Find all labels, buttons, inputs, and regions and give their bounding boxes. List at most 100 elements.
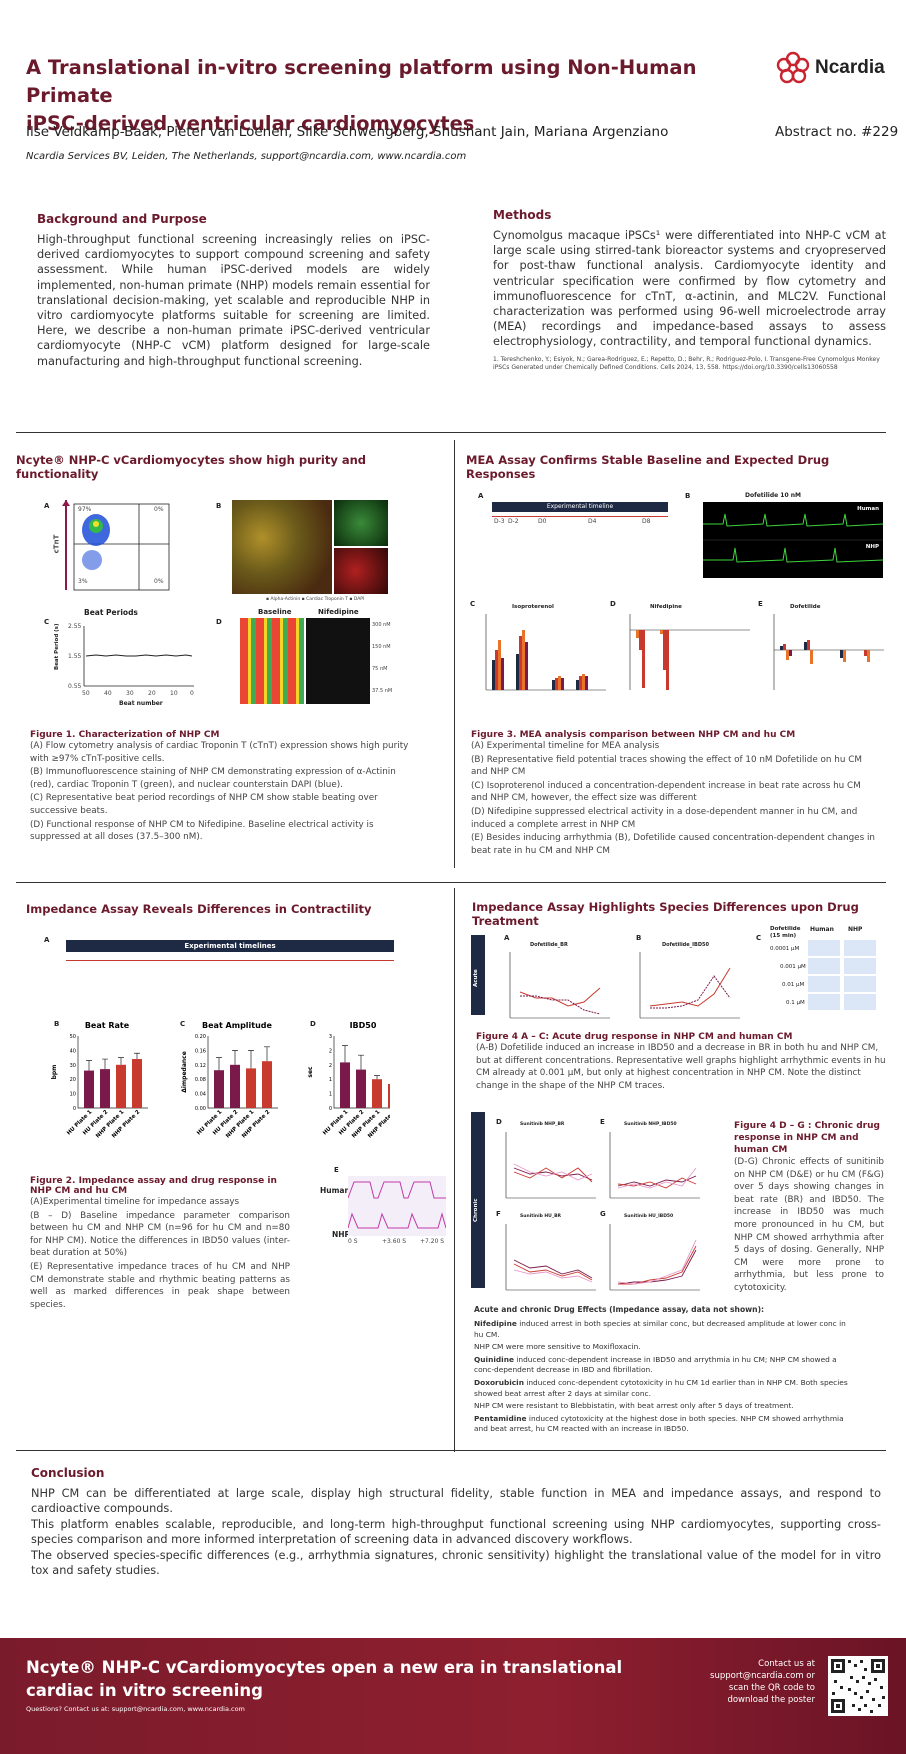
impedance-chart: Beat Amplitude Δimpedance 0.00 0.04 0.08 0.12… [181,1021,278,1139]
impedance-error-bar [248,1050,254,1069]
figure3-caption-b: (B) Representative field potential trace… [471,754,862,778]
figure1-caption-b: (B) Immunofluorescence staining of NHP C… [30,767,396,790]
impedance-error-bar [102,1058,108,1070]
footer-contact: Contact us at support@ncardia.com or sca… [710,1659,815,1705]
impedance-timeline-panel: A Experimental timelines [44,934,399,990]
drug-effect-text: induced arrest in both species at simila… [474,1319,846,1339]
impedance-chart-ytick: 0.00 [195,1106,206,1112]
impedance-chart-ytick: 0.04 [195,1092,206,1098]
section1-heading: Ncyte® NHP-C vCardiomyocytes show high p… [16,453,367,481]
chronic-line-charts: D E F G Sunitinib NHP_BR Sunitinib NHP_I… [490,1116,726,1301]
acute-chart-b-title: Dofetilide_IBD50 [662,942,709,948]
impedance-timeline-title: Experimental timelines [66,940,394,952]
impedance-chart-title: Beat Amplitude [202,1021,273,1030]
flow-plot [62,500,170,591]
ncardia-logo: Ncardia [775,50,895,90]
divider-bottom [16,1450,886,1451]
panel-letter-4a: A [504,934,510,942]
panel-letter-3d: D [610,600,616,608]
impedance-chart-ytick: 30 [70,1063,76,1069]
acute-label: Acute [473,969,479,987]
impedance-chart-ytick: 3 [329,1034,332,1040]
impedance-chart-ylabel: Δimpedance [181,1051,188,1093]
drug-name: Nifedipine [474,1319,517,1328]
background-heading: Background and Purpose [37,212,207,226]
panel-letter-1a: A [44,502,50,510]
impedance-chart-ytick: 0 [73,1106,76,1112]
beat-period-xtick: 50 [82,690,90,697]
divider-middle [16,882,886,883]
mea-day: D4 [588,518,597,525]
flow-ylabel: cTnT [52,534,61,554]
impedance-chart-title: Beat Rate [85,1021,130,1030]
drug-effect-text: induced conc-dependent cytotoxicity in h… [474,1377,848,1398]
impedance-error-bar [232,1050,238,1065]
panel-letter-1d: D [216,618,222,626]
figure3-caption-d: (D) Nifedipine suppressed electrical act… [471,806,858,830]
drug-effect-item: NHP CM were resistant to Blebbistatin, w… [474,1401,852,1412]
footer-title: Ncyte® NHP-C vCardiomyocytes open a new … [26,1658,623,1700]
well-nhp-column [844,940,876,1012]
chronic-title: Sunitinib HU_BR [520,1214,561,1219]
beat-period-xtick: 0 [190,690,194,697]
impedance-bar [116,1064,126,1108]
flow-q1: 97% [78,506,92,513]
chronic-label: Chronic [473,1198,479,1222]
figure1-caption-c: (C) Representative beat period recording… [30,793,378,816]
beat-period-xtick: 30 [126,690,134,697]
figure1-caption-title: Figure 1. Characterization of NHP CM [30,730,220,740]
impedance-bar [372,1079,382,1108]
dose-label: 150 nM [372,644,391,650]
section4-heading: Impedance Assay Highlights Species Diffe… [472,900,859,928]
mea-chart-title: Isoproterenol [512,604,554,610]
panel-letter-4f: F [496,1210,501,1218]
drug-effect-item: Nifedipine induced arrest in both specie… [474,1319,852,1340]
panel-letter-3e: E [758,600,763,608]
nifedipine-heatmap [306,618,370,704]
flow-q4: 0% [154,578,164,585]
panel-letter-4g: G [600,1210,606,1218]
impedance-error-bar [264,1046,270,1062]
section3-heading: Impedance Assay Reveals Differences in C… [26,902,372,916]
qr-code[interactable] [828,1656,888,1716]
impedance-chart-ytick: 1 [329,1077,332,1083]
section4: Impedance Assay Highlights Species Diffe… [472,900,892,928]
footer-contact-link[interactable]: Questions? Contact us at: support@ncardi… [26,1705,245,1713]
impedance-chart-ylabel: bpm [51,1065,58,1080]
impedance-bar [340,1062,350,1108]
beat-period-xtick: 40 [104,690,112,697]
if-green-image [334,500,388,546]
impedance-bar [132,1059,142,1108]
figure3-caption-e: (E) Besides inducing arrhythmia (B), Dof… [471,833,875,856]
panel-letter-4d: D [496,1118,502,1126]
drug-effects-title: Acute and chronic Drug Effects (Impedanc… [474,1305,765,1314]
mea-trace-title: Dofetilide 10 nM [745,492,801,499]
impedance-error-bar [118,1057,124,1065]
poster-title: A Translational in-vitro screening platf… [26,54,726,138]
acute-sidebar: Acute [471,935,485,1015]
figure3-caption-title: Figure 3. MEA analysis comparison betwee… [471,730,796,740]
figure4d-caption: Figure 4 D – G : Chronic drug response i… [734,1120,884,1295]
impedance-error-bar [358,1054,364,1070]
figure2-caption-a: (A)Experimental timeline for impedance a… [30,1197,240,1207]
panel-letter-3a: A [478,492,484,500]
drug-effect-item: Doxorubicin induced conc-dependent cytot… [474,1378,852,1399]
impedance-traces-panel: E Human NHP 0 S +3.60 S +7.20 S [320,1166,446,1254]
beat-period-ytick: 2.55 [68,623,82,630]
methods-heading: Methods [493,208,552,222]
well-head-nhp: NHP [848,926,863,933]
mea-day: D0 [538,518,547,525]
title-line-1: A Translational in-vitro screening platf… [26,56,697,107]
panel-letter-2b: B [54,1020,60,1028]
divider-top [16,432,886,433]
trace-label-nhp: NHP [332,1230,351,1239]
impedance-chart-ytick: 0.16 [195,1048,206,1054]
well-trace-table: C Dofetilide (15 min) Human NHP 0.0001 μ… [756,926,886,1012]
impedance-error-bar [86,1060,92,1071]
impedance-chart-ytick: 0.20 [195,1034,206,1040]
figure3-caption-a: (A) Experimental timeline for MEA analys… [471,741,660,751]
drug-effect-item: Quinidine induced conc-dependent increas… [474,1355,852,1376]
background-section: Background and Purpose High-throughput f… [37,212,430,369]
immunofluorescence-panel: B ▪ Alpha-Actinin ▪ Cardiac Troponin T ▪… [216,500,391,610]
